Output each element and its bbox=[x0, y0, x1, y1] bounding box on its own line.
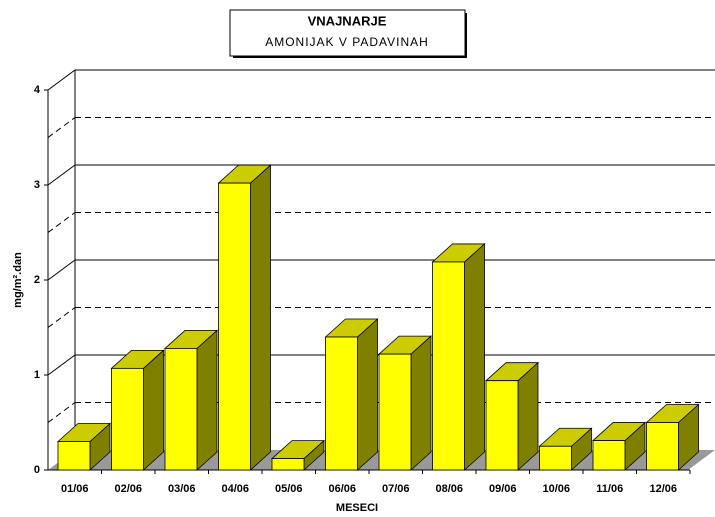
x-tick-label: 04/06 bbox=[221, 483, 249, 495]
bar bbox=[432, 261, 465, 471]
x-tick-label: 02/06 bbox=[114, 483, 142, 495]
y-tick-label: 1 bbox=[34, 369, 40, 381]
bar bbox=[325, 336, 358, 471]
minor-grid-diagonal bbox=[47, 117, 76, 138]
x-tick-label: 06/06 bbox=[328, 483, 356, 495]
bar bbox=[539, 445, 572, 471]
x-tick-label: 05/06 bbox=[275, 483, 303, 495]
bar bbox=[111, 367, 144, 471]
bar-side bbox=[410, 335, 432, 471]
bar bbox=[164, 347, 198, 471]
bar bbox=[57, 441, 91, 471]
bar-side bbox=[464, 243, 485, 471]
x-tick-label: 10/06 bbox=[542, 483, 570, 495]
minor-grid-diagonal bbox=[47, 307, 76, 328]
grid-diagonal bbox=[47, 164, 76, 186]
grid-diagonal bbox=[47, 259, 76, 281]
bar-side bbox=[517, 361, 539, 471]
x-tick-label: 08/06 bbox=[435, 483, 463, 495]
y-tick-label: 3 bbox=[34, 179, 40, 191]
bar bbox=[646, 422, 679, 471]
chart-subtitle: AMONIJAK V PADAVINAH bbox=[265, 35, 429, 49]
bar-side bbox=[357, 318, 378, 471]
bar bbox=[218, 182, 251, 471]
minor-grid-diagonal bbox=[47, 402, 76, 423]
bar bbox=[485, 380, 519, 471]
y-tick-label: 4 bbox=[34, 84, 41, 96]
x-axis-label: MESECI bbox=[336, 502, 378, 514]
minor-grid-diagonal bbox=[47, 212, 76, 233]
bar bbox=[271, 458, 305, 471]
bar bbox=[378, 353, 412, 471]
bar-side bbox=[143, 349, 164, 471]
x-tick-label: 07/06 bbox=[382, 483, 410, 495]
x-tick-label: 03/06 bbox=[168, 483, 196, 495]
bar bbox=[592, 440, 626, 471]
bar-side bbox=[250, 164, 271, 471]
x-tick-label: 11/06 bbox=[596, 483, 623, 495]
y-tick-label: 0 bbox=[34, 464, 40, 476]
bar-side bbox=[196, 329, 218, 471]
y-tick-label: 2 bbox=[34, 274, 40, 286]
x-tick-label: 12/06 bbox=[649, 483, 677, 495]
x-tick-label: 01/06 bbox=[61, 483, 89, 495]
y-axis-label: mg/m².dan bbox=[12, 252, 24, 308]
title-box bbox=[229, 9, 466, 57]
grid-diagonal bbox=[47, 354, 76, 376]
grid-diagonal bbox=[47, 69, 76, 91]
chart-title: VNAJNARJE bbox=[308, 13, 387, 28]
x-tick-label: 09/06 bbox=[489, 483, 517, 495]
